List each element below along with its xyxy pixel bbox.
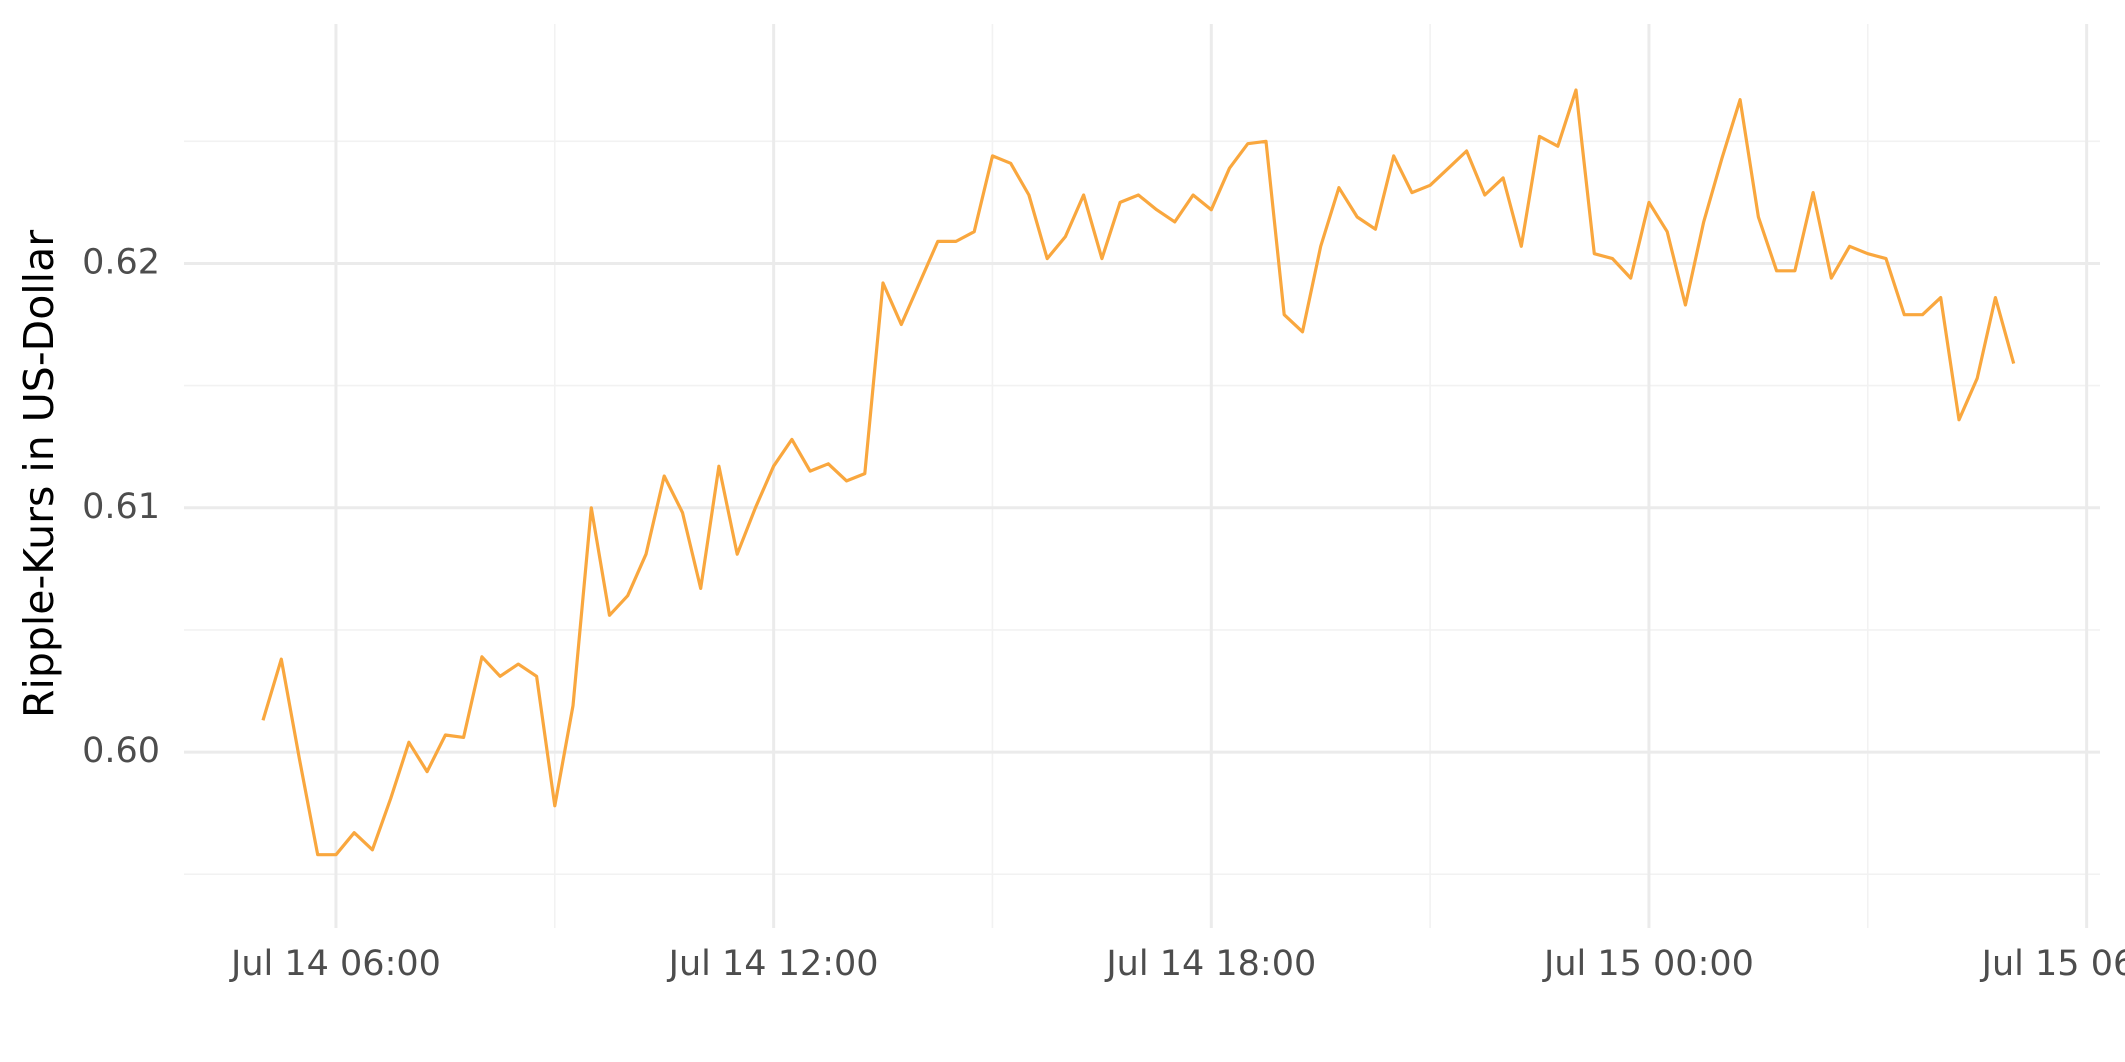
x-tick-label: Jul 14 06:00 bbox=[229, 944, 441, 984]
x-tick-label: Jul 15 00:00 bbox=[1542, 944, 1754, 984]
x-tick-label: Jul 14 12:00 bbox=[667, 944, 879, 984]
y-axis-title: Ripple-Kurs in US-Dollar bbox=[15, 230, 63, 718]
y-tick-label: 0.61 bbox=[82, 487, 160, 527]
x-tick-label: Jul 15 06:00 bbox=[1980, 944, 2125, 984]
y-tick-label: 0.60 bbox=[82, 731, 160, 771]
x-tick-label: Jul 14 18:00 bbox=[1104, 944, 1316, 984]
price-line bbox=[261, 88, 2016, 857]
y-tick-label: 0.62 bbox=[82, 242, 160, 282]
